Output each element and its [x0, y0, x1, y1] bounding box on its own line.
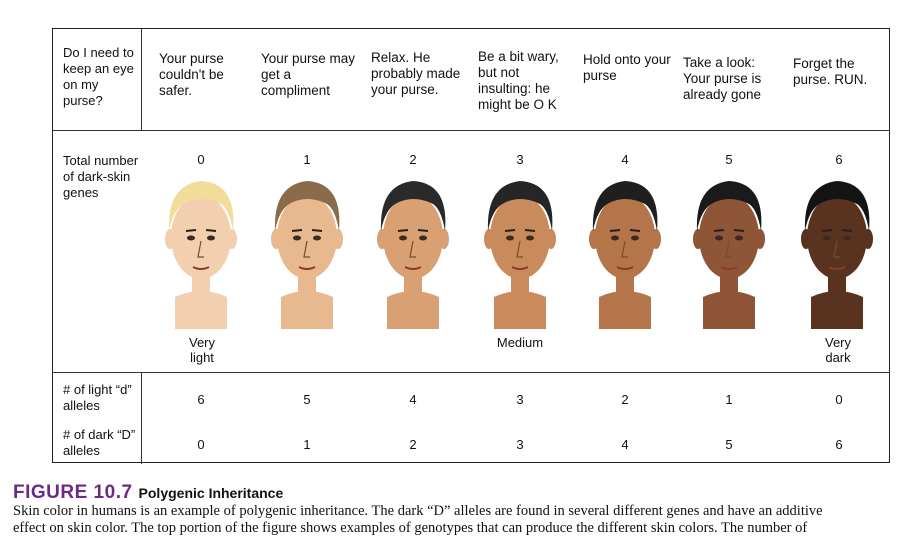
figure-table: Do I need to keep an eye on my purse? Yo… — [52, 28, 890, 464]
light-count-0: 6 — [197, 392, 205, 407]
light-count-6: 0 — [835, 392, 843, 407]
caption-line-1: Skin color in humans is an example of po… — [13, 503, 823, 519]
gene-count-5: 5 — [725, 152, 733, 167]
caption-5: Take a look: Your purse is already gone — [683, 55, 762, 102]
gene-count-0: 0 — [197, 152, 205, 167]
light-count-5: 1 — [725, 392, 733, 407]
shade-label-very-dark: Very dark — [824, 335, 851, 365]
light-count-2: 4 — [409, 392, 417, 407]
gene-count-1: 1 — [303, 152, 311, 167]
caption-line-2: effect on skin color. The top portion of… — [13, 520, 808, 536]
caption-3: Be a bit wary, but not insulting: he mig… — [478, 49, 559, 112]
shade-label-very-light: Very light — [188, 335, 215, 365]
figure-label: FIGURE 10.7 — [13, 482, 133, 503]
purse-question-label: Do I need to keep an eye on my purse? — [63, 45, 134, 108]
dark-alleles-label: # of dark “D” alleles — [63, 427, 136, 458]
dark-count-6: 6 — [835, 437, 843, 452]
caption-2: Relax. He probably made your purse. — [371, 50, 461, 97]
gene-count-3: 3 — [516, 152, 524, 167]
light-count-3: 3 — [516, 392, 524, 407]
figure-heading: FIGURE 10.7 Polygenic Inheritance — [13, 482, 283, 504]
caption-1: Your purse may get a compliment — [261, 51, 356, 98]
alleles-divider — [53, 372, 889, 373]
gene-count-6: 6 — [835, 152, 843, 167]
face-illustration-0 — [165, 181, 237, 329]
caption-0: Your purse couldn't be safer. — [159, 51, 224, 98]
dark-count-3: 3 — [516, 437, 524, 452]
dark-count-2: 2 — [409, 437, 417, 452]
dark-count-1: 1 — [303, 437, 311, 452]
face-illustration-6 — [801, 181, 873, 329]
dark-genes-label: Total number of dark-skin genes — [63, 153, 139, 200]
caption-4: Hold onto your purse — [583, 52, 671, 83]
alleles-column-divider — [141, 372, 142, 464]
face-illustration-4 — [589, 181, 661, 329]
dark-count-5: 5 — [725, 437, 733, 452]
figure-title: Polygenic Inheritance — [138, 485, 284, 501]
figure-caption-text: Skin color in humans is an example of po… — [13, 503, 914, 537]
face-illustration-2 — [377, 181, 449, 329]
dark-count-4: 4 — [621, 437, 629, 452]
gene-count-4: 4 — [621, 152, 629, 167]
light-alleles-label: # of light “d” alleles — [63, 382, 132, 413]
header-column-divider — [141, 29, 142, 130]
light-count-1: 5 — [303, 392, 311, 407]
shade-label-medium: Medium — [496, 335, 544, 350]
dark-count-0: 0 — [197, 437, 205, 452]
face-illustration-5 — [693, 181, 765, 329]
caption-6: Forget the purse. RUN. — [793, 56, 868, 87]
face-illustration-3 — [484, 181, 556, 329]
gene-count-2: 2 — [409, 152, 417, 167]
header-divider — [53, 130, 889, 131]
face-illustration-1 — [271, 181, 343, 329]
light-count-4: 2 — [621, 392, 629, 407]
